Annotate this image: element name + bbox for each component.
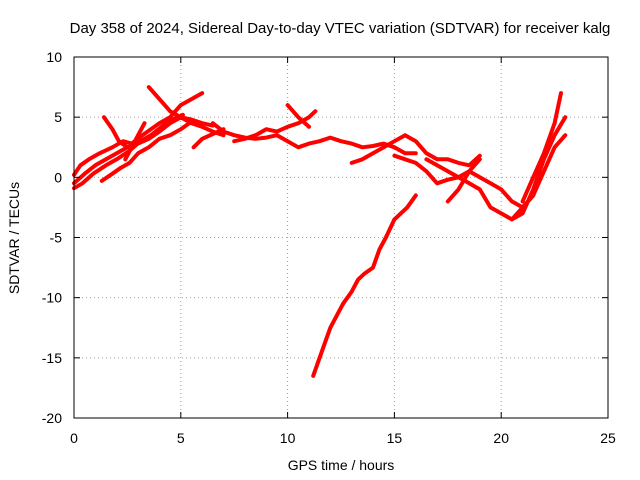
x-tick-label: 15: [387, 430, 403, 446]
y-tick-label: -10: [42, 290, 62, 306]
series-line-arc-13: [349, 133, 482, 168]
chart-title: Day 358 of 2024, Sidereal Day-to-day VTE…: [70, 20, 611, 37]
series-line-arc-6: [123, 121, 147, 162]
series-line-arc-12: [311, 193, 418, 378]
series-line-arc-3: [72, 115, 226, 186]
series-line-arc-11: [285, 103, 311, 129]
x-tick-label: 0: [70, 430, 78, 446]
series-line-arc-10: [232, 109, 318, 144]
series-line-arc-18: [520, 91, 563, 204]
grid: [74, 57, 608, 418]
y-tick-label: -5: [50, 230, 63, 246]
y-tick-label: 10: [46, 49, 62, 65]
y-axis-label: SDTVAR / TECUs: [6, 182, 22, 294]
series-line-arc-16: [445, 157, 482, 204]
series-line-arc-17: [509, 115, 568, 222]
y-tick-label: 0: [54, 169, 62, 185]
series-line-arc-8: [191, 127, 226, 150]
series-line-arc-15: [424, 157, 536, 222]
series-line-arc-5: [101, 115, 130, 150]
y-tick-label: -20: [42, 410, 62, 426]
series-line-arc-7: [146, 85, 215, 128]
x-tick-label: 20: [493, 430, 509, 446]
x-tick-label: 5: [177, 430, 185, 446]
series-line-arc-14: [392, 133, 568, 210]
x-tick-label: 25: [600, 430, 616, 446]
x-axis-label: GPS time / hours: [288, 457, 395, 473]
series-layer: [72, 85, 568, 378]
x-tick-label: 10: [280, 430, 296, 446]
series-line-arc-4: [99, 121, 192, 183]
y-tick-label: -15: [42, 350, 62, 366]
axis-ticks: 0 5 10 15 20 25 -20 -15 -10 -5 0 5 10: [42, 49, 616, 446]
y-tick-label: 5: [54, 109, 62, 125]
